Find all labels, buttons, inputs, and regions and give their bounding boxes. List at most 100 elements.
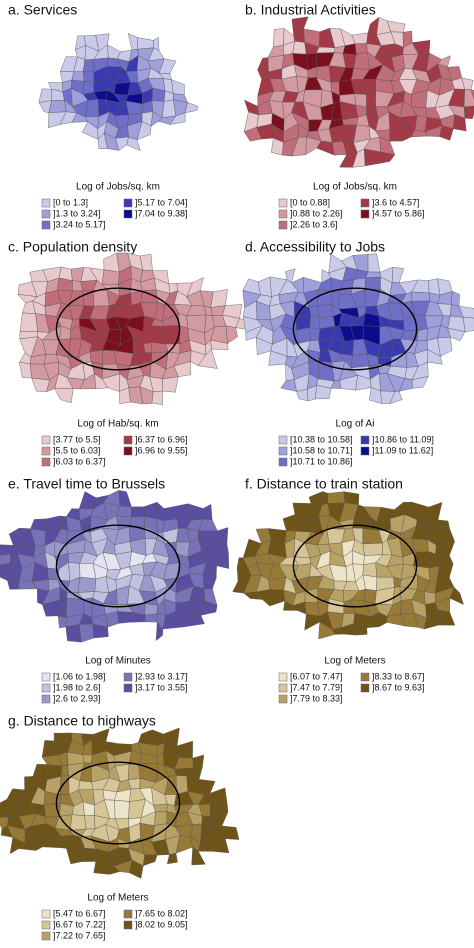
legend-label: ]11.09 to 11.62] — [372, 445, 433, 455]
brussels-outline — [292, 287, 418, 371]
region — [353, 51, 370, 70]
region — [437, 336, 453, 357]
legend-label: ]7.22 to 7.65] — [53, 930, 106, 940]
legend-label: ]10.58 to 10.71] — [290, 445, 353, 455]
region — [53, 732, 73, 742]
brussels-outline — [55, 761, 181, 845]
legend-swatch — [123, 446, 133, 456]
legend-swatch — [278, 209, 288, 219]
region — [273, 28, 285, 48]
region — [308, 491, 323, 506]
region — [38, 88, 52, 103]
legend-label: ]3.24 to 5.17] — [53, 219, 106, 229]
legend-label: ]3.17 to 3.55] — [135, 682, 188, 692]
panel-title: g. Distance to highways — [8, 713, 156, 729]
map — [38, 33, 199, 151]
legend-label: ]7.79 to 8.33] — [290, 693, 343, 703]
map — [242, 253, 474, 404]
region — [93, 290, 110, 307]
map — [243, 16, 474, 168]
region — [389, 391, 403, 404]
region — [84, 815, 96, 830]
map — [0, 490, 229, 643]
region — [417, 328, 428, 341]
region — [292, 41, 307, 55]
legend-label: ]8.33 to 8.67] — [372, 671, 425, 681]
legend-swatch — [278, 198, 288, 208]
legend-swatch — [360, 209, 370, 219]
legend-label: ]4.57 to 5.86] — [372, 208, 425, 218]
region — [19, 361, 33, 379]
legend-swatch — [41, 457, 51, 467]
legend-title: Log of Jobs/sq. km — [313, 182, 397, 193]
region — [173, 99, 188, 117]
region — [318, 326, 336, 341]
region — [221, 825, 240, 840]
panel-title: c. Population density — [8, 239, 137, 255]
region — [447, 327, 466, 342]
region — [321, 491, 329, 506]
legend-title: Log of Meters — [324, 656, 385, 667]
region — [191, 846, 206, 866]
legend-swatch — [41, 198, 51, 208]
legend-label: [10.38 to 10.58] — [290, 434, 353, 444]
legend-label: ]10.71 to 10.86] — [290, 456, 353, 466]
panel-title: b. Industrial Activities — [245, 2, 376, 18]
region — [78, 780, 94, 791]
legend-label: ]6.37 to 6.96] — [135, 434, 188, 444]
legend-swatch — [123, 683, 133, 693]
legend-swatch — [360, 672, 370, 682]
region — [155, 621, 164, 642]
legend-swatch — [41, 694, 51, 704]
region — [463, 317, 474, 332]
region — [166, 853, 178, 865]
region — [380, 151, 396, 164]
legend-label: [1.06 to 1.98] — [53, 671, 106, 681]
region — [362, 562, 378, 578]
region — [451, 291, 460, 307]
region — [185, 615, 205, 627]
region — [211, 838, 230, 854]
region — [269, 589, 286, 607]
legend-swatch — [278, 446, 288, 456]
panel-title: f. Distance to train station — [245, 476, 403, 492]
region — [309, 327, 321, 341]
legend-title: Log of Ai — [336, 419, 375, 430]
region — [144, 603, 159, 616]
legend-label: [0 to 1.3] — [53, 197, 88, 207]
region — [225, 325, 238, 344]
region — [391, 266, 405, 284]
legend-title: Log of Minutes — [85, 656, 151, 667]
legend-swatch — [278, 435, 288, 445]
region — [436, 563, 454, 582]
region — [173, 361, 191, 377]
region — [257, 57, 269, 73]
legend-label: ]8.67 to 9.63] — [372, 682, 425, 692]
map — [0, 727, 240, 879]
region — [78, 491, 97, 510]
region — [91, 728, 110, 742]
region — [171, 79, 185, 96]
brussels-outline — [55, 524, 181, 608]
region — [317, 303, 334, 319]
legend-label: ]6.03 to 6.37] — [53, 456, 106, 466]
region — [45, 515, 62, 532]
region — [126, 136, 141, 151]
legend-label: ]10.86 to 11.09] — [372, 434, 434, 444]
region — [127, 33, 139, 51]
region — [154, 811, 168, 826]
region — [210, 289, 228, 308]
region — [163, 505, 178, 521]
region — [411, 376, 429, 389]
region — [315, 385, 332, 400]
region — [463, 89, 474, 108]
legend-label: [6.07 to 7.47] — [290, 671, 343, 681]
legend-swatch — [123, 209, 133, 219]
region — [367, 253, 381, 273]
legend-title: Log of Hab/sq. km — [77, 419, 158, 430]
region — [353, 623, 368, 636]
region — [212, 552, 229, 569]
legend-label: ]3.6 to 4.57] — [372, 197, 420, 207]
region — [136, 37, 154, 50]
legend-swatch — [278, 694, 288, 704]
